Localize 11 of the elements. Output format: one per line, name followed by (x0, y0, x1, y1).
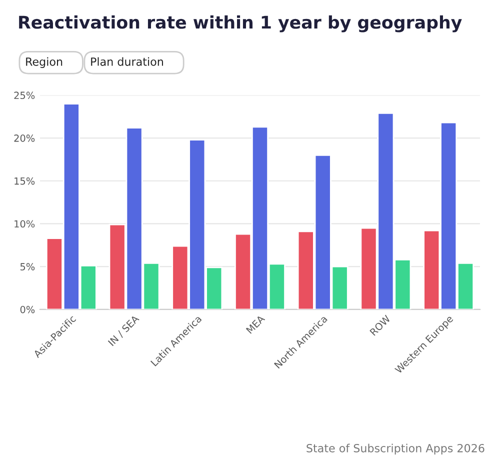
y-tick-label: 20% (14, 134, 35, 142)
y-tick-label: 0% (20, 306, 35, 314)
chart-title: Reactivation rate within 1 year by geography (19, 15, 462, 32)
text: Region (26, 57, 62, 68)
y-tick-label: 15% (14, 177, 35, 185)
y-tick-label: 10% (14, 220, 35, 228)
y-tick-label: 25% (14, 92, 35, 100)
y-tick-label: 5% (20, 263, 35, 270)
text: State of Subscription Apps 2026 (306, 444, 484, 455)
text: Plan duration (91, 57, 163, 66)
x-tick-label: IN / SEA (108, 314, 140, 347)
